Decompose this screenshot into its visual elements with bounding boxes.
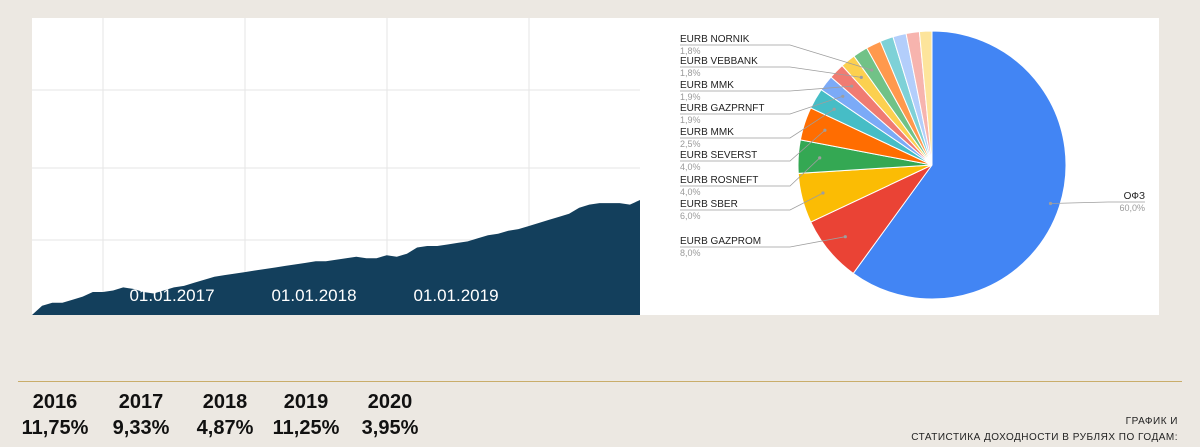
pie-slice-percent: 2,5% bbox=[680, 139, 701, 149]
pie-slice-label: EURB GAZPROM bbox=[680, 236, 761, 247]
pie-slice-percent: 6,0% bbox=[680, 211, 701, 221]
area-series bbox=[32, 200, 640, 315]
pie-leader-line bbox=[680, 44, 872, 71]
return-value: 3,95% bbox=[361, 417, 419, 439]
pie-slice-percent: 4,0% bbox=[680, 187, 701, 197]
x-tick-label: 01.01.2017 bbox=[129, 286, 214, 305]
year-label: 2016 bbox=[32, 391, 78, 413]
chart-panel: 01.01.2017 01.01.2018 01.01.2019 ОФЗ 60,0% E… bbox=[32, 18, 1159, 315]
pie-slice-label: EURB SBER bbox=[680, 199, 738, 210]
return-value: 9,33% bbox=[112, 417, 170, 439]
pie-slice-label: ОФЗ bbox=[1124, 191, 1145, 202]
return-value: 4,87% bbox=[196, 417, 254, 439]
year-label: 2018 bbox=[202, 391, 248, 413]
pie-slice bbox=[918, 30, 933, 166]
return-value: 11,75% bbox=[21, 417, 89, 439]
pie-slice-label: EURB NORNIK bbox=[680, 34, 750, 45]
pie-leader-line bbox=[680, 129, 826, 162]
returns-2017: 2017 9,33% bbox=[96, 390, 186, 442]
pie-slice-label: EURB SEVERST bbox=[680, 150, 757, 161]
caption-line-1: ГРАФИК И bbox=[1125, 416, 1178, 427]
pie-slice-label: EURB MMK bbox=[680, 127, 734, 138]
pie-leader-line bbox=[1050, 201, 1145, 204]
pie-label-dot bbox=[859, 75, 863, 79]
pie-leader-line bbox=[680, 157, 820, 187]
pie-leader-line bbox=[680, 95, 843, 115]
pie-slice-label: EURB VEBBANK bbox=[680, 56, 758, 67]
pie-slice-percent: 1,8% bbox=[680, 46, 701, 56]
returns-2018: 2018 4,87% bbox=[180, 390, 270, 442]
year-label: 2017 bbox=[118, 391, 164, 413]
caption: ГРАФИК И СТАТИСТИКА ДОХОДНОСТИ В РУБЛЯХ … bbox=[911, 414, 1178, 446]
pie-leader-line bbox=[680, 236, 846, 248]
pie-leader-line bbox=[680, 108, 835, 139]
returns-2016: 2016 11,75% bbox=[0, 390, 110, 442]
returns-table: 2016 11,75% 2017 9,33% 2018 4,87% 2019 1… bbox=[0, 390, 600, 446]
x-tick-label: 01.01.2018 bbox=[271, 286, 356, 305]
x-tick-label: 01.01.2019 bbox=[413, 286, 498, 305]
pie-leader-line bbox=[680, 85, 852, 92]
pie-label-dot bbox=[841, 94, 845, 98]
pie-slice-percent: 4,0% bbox=[680, 162, 701, 172]
pie-slice-percent: 1,9% bbox=[680, 115, 701, 125]
pie-slice-label: EURB ROSNEFT bbox=[680, 175, 758, 186]
pie-label-dot bbox=[843, 235, 847, 239]
year-label: 2020 bbox=[367, 391, 413, 413]
area-chart: 01.01.2017 01.01.2018 01.01.2019 bbox=[32, 18, 640, 315]
pie-slice bbox=[852, 30, 1067, 300]
returns-2020: 2020 3,95% bbox=[344, 390, 436, 442]
pie-slice-label: EURB GAZPRNFT bbox=[680, 103, 764, 114]
pie-leader-line bbox=[680, 192, 824, 211]
pie-slice-percent: 1,9% bbox=[680, 92, 701, 102]
divider-line bbox=[18, 381, 1182, 382]
return-value: 11,25% bbox=[272, 417, 340, 439]
returns-2019: 2019 11,25% bbox=[256, 390, 356, 442]
pie-slice-percent: 60,0% bbox=[1119, 203, 1145, 213]
pie-slice-label: EURB MMK bbox=[680, 80, 734, 91]
pie-leader-line bbox=[680, 66, 862, 78]
caption-line-2: СТАТИСТИКА ДОХОДНОСТИ В РУБЛЯХ ПО ГОДАМ: bbox=[911, 432, 1178, 443]
pie-slice-percent: 8,0% bbox=[680, 248, 701, 258]
pie-slice-percent: 1,8% bbox=[680, 68, 701, 78]
year-label: 2019 bbox=[283, 391, 329, 413]
